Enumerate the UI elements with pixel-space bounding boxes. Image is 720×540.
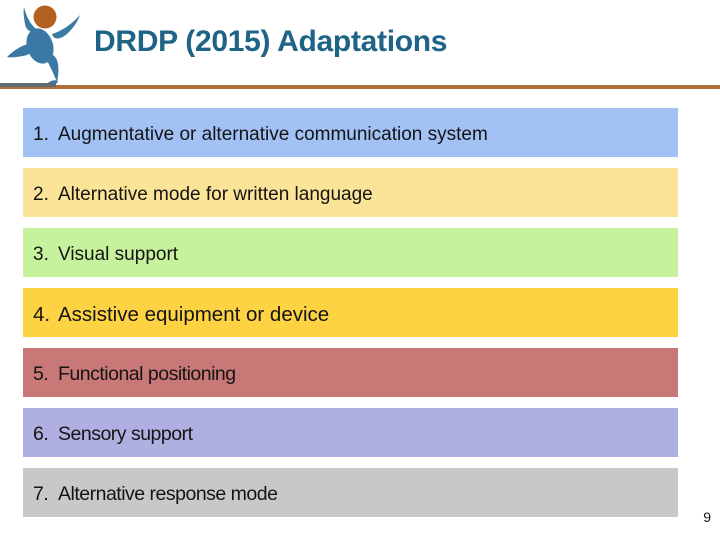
list-item: 6. Sensory support (23, 408, 678, 457)
page-number: 9 (703, 509, 711, 525)
jumping-person-logo (7, 5, 80, 86)
logo-head (33, 5, 57, 29)
list-item: 1. Augmentative or alternative communica… (23, 108, 678, 157)
page-title: DRDP (2015) Adaptations (94, 25, 448, 58)
list-item: 5. Functional positioning (23, 348, 678, 397)
title-underline-accent (0, 83, 56, 87)
title-underline (0, 85, 720, 89)
list-item-label: Augmentative or alternative communicatio… (58, 123, 488, 145)
list-item-number: 2. (33, 183, 49, 205)
list-item-number: 5. (33, 363, 49, 385)
list-item-label: Sensory support (58, 423, 193, 445)
list-item: 3. Visual support (23, 228, 678, 277)
list-item-number: 6. (33, 423, 49, 445)
list-item-label: Assistive equipment or device (58, 302, 330, 326)
list-item-label: Alternative response mode (58, 483, 278, 505)
list-item-number: 1. (33, 123, 49, 145)
list-item: 7. Alternative response mode (23, 468, 678, 517)
list-item-number: 3. (33, 243, 49, 265)
list-item: 4. Assistive equipment or device (23, 288, 678, 337)
list-item-number: 7. (33, 483, 49, 505)
list-item: 2. Alternative mode for written language (23, 168, 678, 217)
list-item-label: Functional positioning (58, 363, 236, 385)
adaptations-list: 1. Augmentative or alternative communica… (23, 108, 678, 517)
list-item-label: Alternative mode for written language (58, 183, 373, 205)
list-item-number: 4. (33, 302, 51, 326)
list-item-label: Visual support (58, 243, 179, 265)
